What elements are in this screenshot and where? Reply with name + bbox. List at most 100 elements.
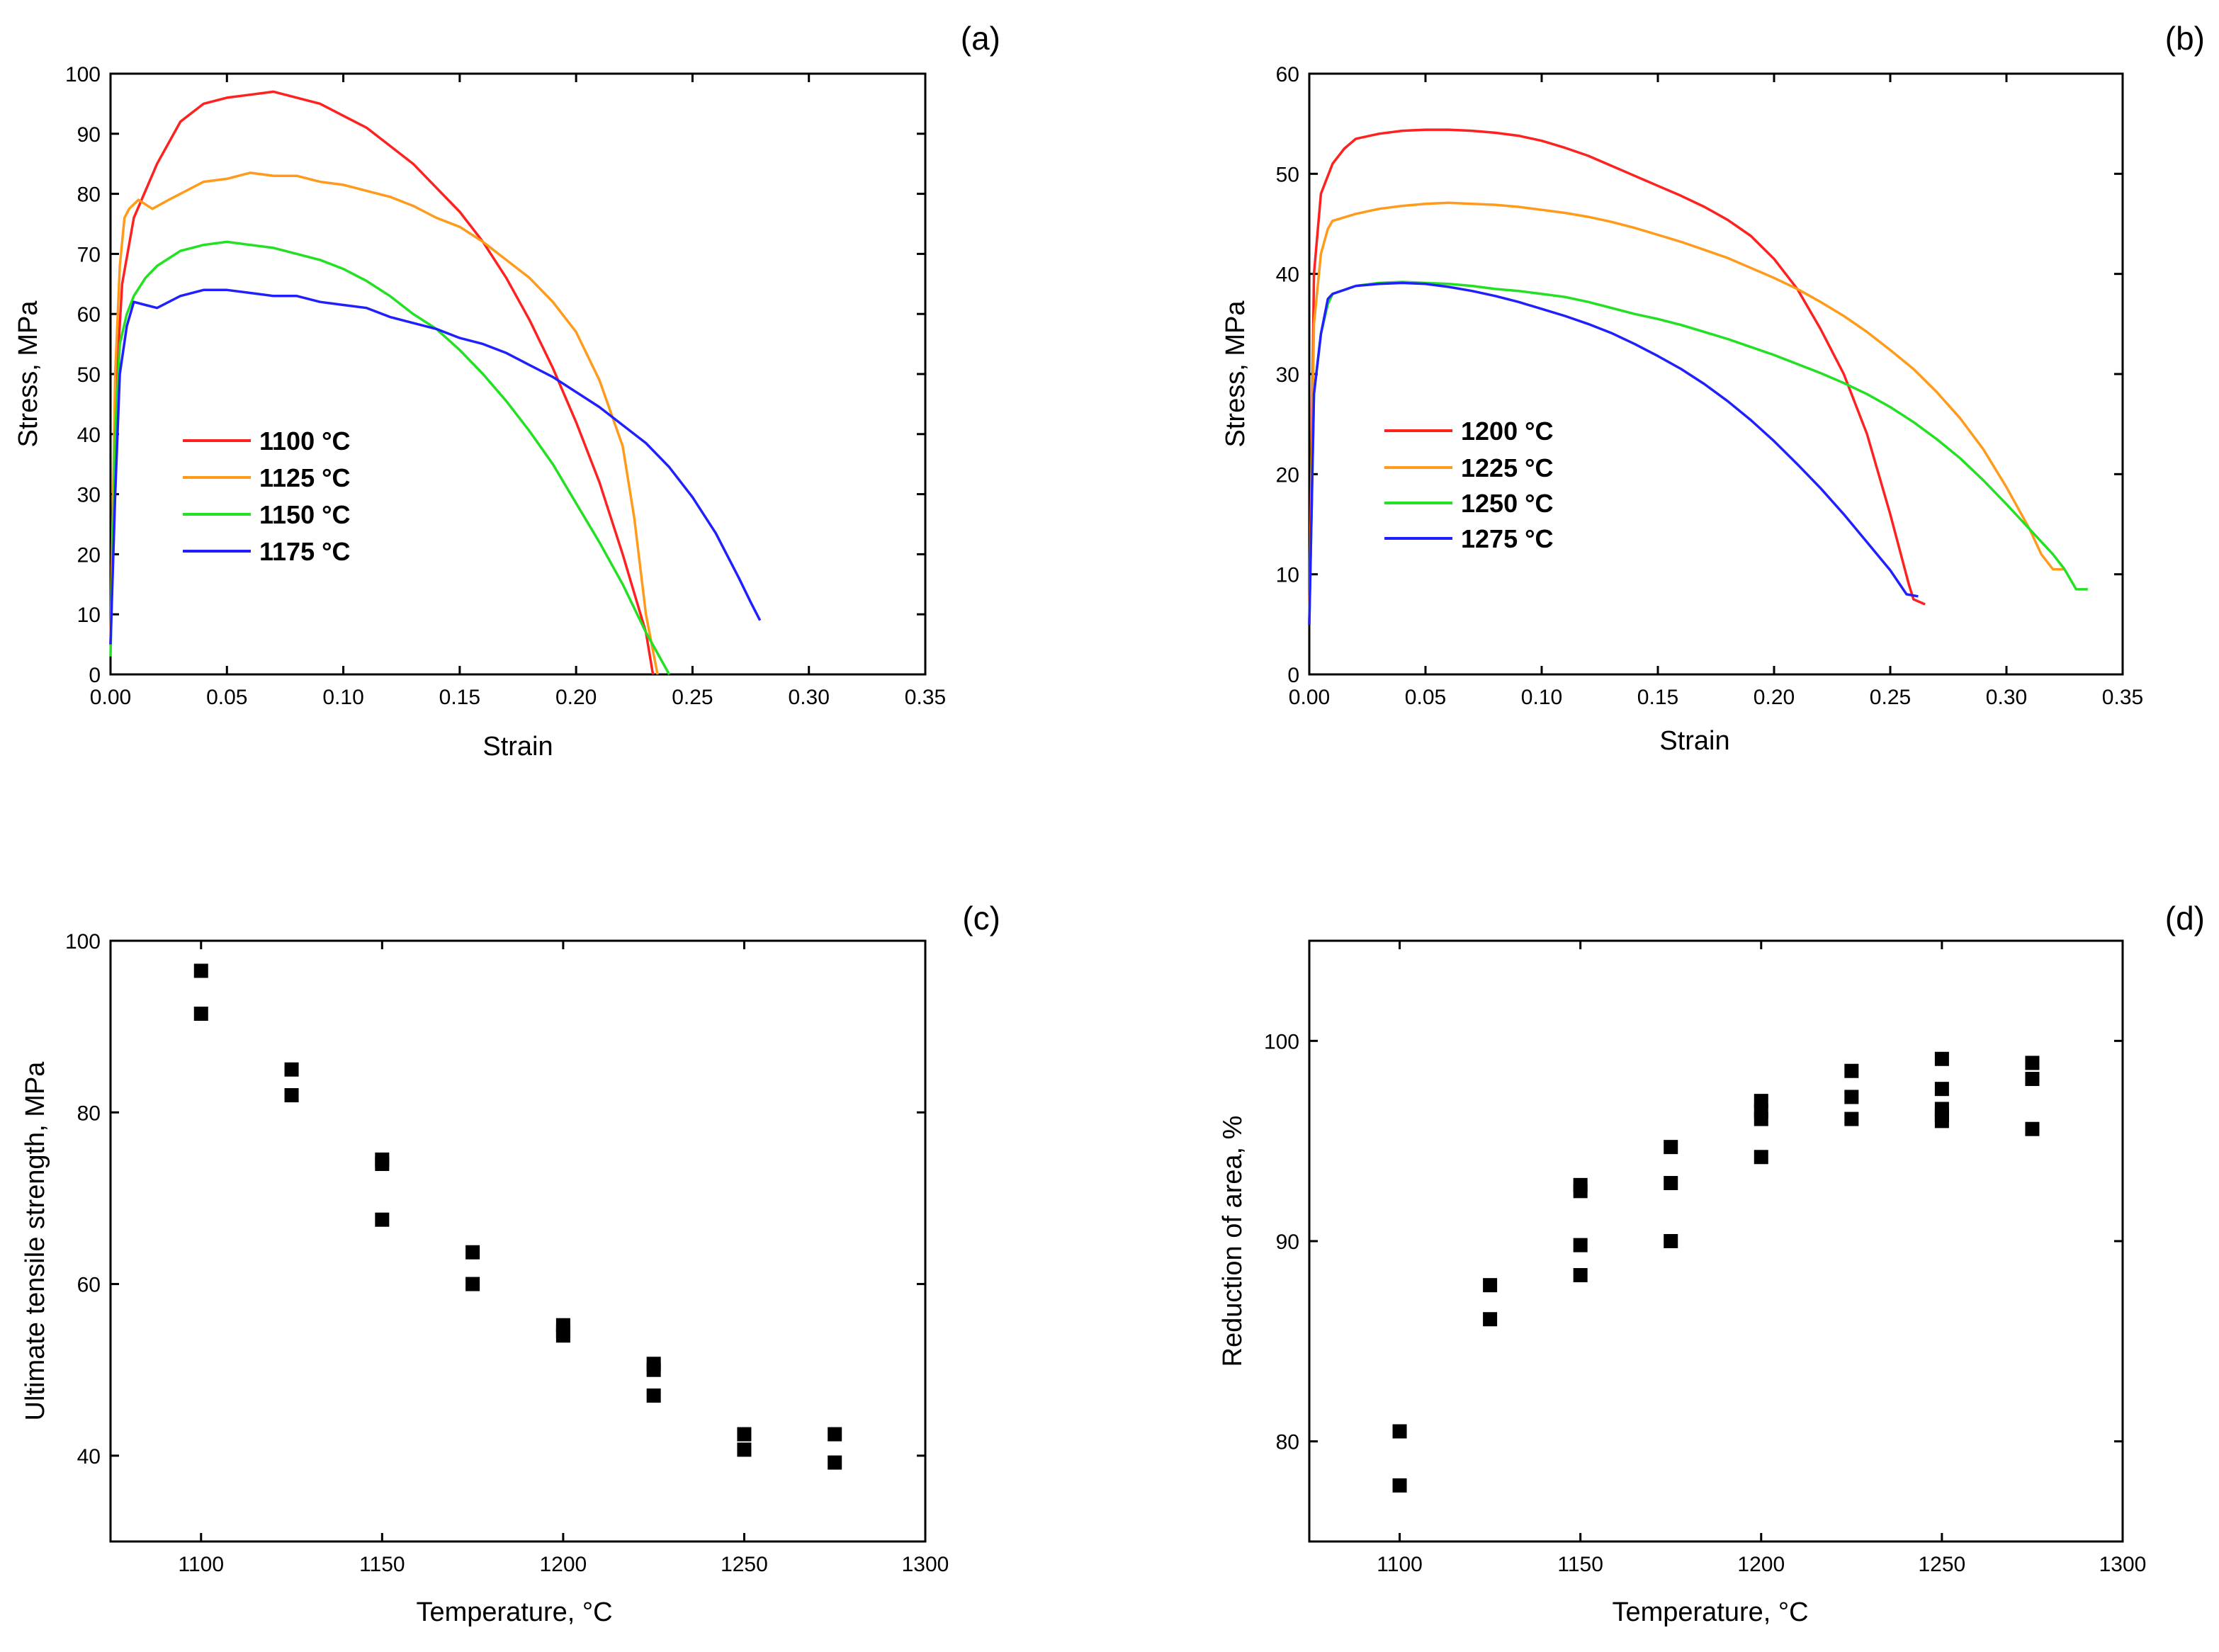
x-tick-label-b: 0.35	[2102, 686, 2143, 709]
series-line-b-3	[1308, 281, 1919, 625]
panel-a-legend: 1100 °C 1125 °C 1150 °C 1175 °C	[183, 426, 351, 566]
x-tick-label-d: 1200	[1737, 1553, 1785, 1576]
y-tick-label-d: 100	[1264, 1030, 1299, 1053]
series-line-b-1	[1308, 201, 2065, 625]
data-point-d-23	[2025, 1056, 2040, 1070]
y-tick-label-a: 40	[77, 424, 101, 447]
x-tick-label-a: 0.35	[905, 686, 946, 709]
data-point-d-19	[1934, 1082, 1949, 1097]
data-point-d-22	[1934, 1114, 1949, 1128]
panel-a: 0.00 0.05 0.10 0.15 0.20 0.25 0.30 0.35 0 10 20 30 4…	[13, 20, 1000, 762]
data-point-c-7	[465, 1245, 480, 1260]
x-tick-label-a: 0.30	[789, 686, 830, 709]
x-tick-label-b: 0.05	[1405, 686, 1446, 709]
data-point-d-18	[1934, 1051, 1949, 1066]
y-tick-label-b: 40	[1276, 264, 1299, 287]
data-point-c-6	[375, 1212, 390, 1227]
x-tick-label-c: 1200	[540, 1553, 587, 1576]
panel-b: 0.00 0.05 0.10 0.15 0.20 0.25 0.30 0.35 0 10 20 30 4…	[1221, 20, 2205, 756]
x-tick-label-b: 0.00	[1289, 686, 1330, 709]
y-tick-label-d: 90	[1276, 1230, 1299, 1254]
x-tick-label-a: 0.05	[206, 686, 247, 709]
data-point-d-0	[1392, 1424, 1407, 1439]
data-point-c-0	[193, 963, 208, 978]
y-tick-label-b: 60	[1276, 63, 1299, 86]
legend-b-label-2: 1250 °C	[1461, 489, 1553, 518]
x-tick-label-a: 0.00	[90, 686, 131, 709]
data-point-d-1	[1392, 1478, 1407, 1493]
panel-d-xlabel: Temperature, °C	[1612, 1597, 1808, 1627]
panel-b-legend: 1200 °C 1225 °C 1250 °C 1275 °C	[1384, 417, 1553, 553]
x-tick-label-c: 1150	[359, 1553, 405, 1576]
x-tick-label-a: 0.15	[439, 686, 480, 709]
panel-c-ylabel: Ultimate tensile strength, MPa	[21, 1061, 50, 1421]
x-tick-label-b: 0.10	[1521, 686, 1562, 709]
x-tick-label-c: 1100	[179, 1553, 225, 1576]
y-tick-label-c: 60	[77, 1274, 101, 1297]
data-point-c-8	[465, 1277, 480, 1291]
x-tick-label-a: 0.20	[555, 686, 597, 709]
y-tick-label-b: 50	[1276, 163, 1299, 186]
y-tick-label-a: 30	[77, 484, 101, 507]
data-point-d-14	[1754, 1150, 1768, 1165]
data-point-d-17	[1844, 1111, 1859, 1126]
x-tick-label-a: 0.25	[672, 686, 713, 709]
panel-a-tick-labels: 0.00 0.05 0.10 0.15 0.20 0.25 0.30 0.35 0 10 20 30 4…	[65, 63, 946, 709]
data-point-d-10	[1664, 1234, 1678, 1248]
panel-b-series	[1308, 128, 2088, 625]
panel-b-ylabel: Stress, MPa	[1221, 300, 1250, 448]
y-tick-label-a: 20	[77, 543, 101, 567]
data-point-c-1	[193, 1006, 208, 1021]
panel-c-label: (c)	[962, 900, 1000, 937]
y-tick-label-a: 60	[77, 303, 101, 327]
data-point-d-5	[1573, 1184, 1588, 1199]
panel-b-xlabel: Strain	[1659, 726, 1729, 756]
series-line-a-3	[109, 288, 762, 645]
panel-a-gridless-ticks	[109, 72, 927, 676]
data-point-d-3	[1483, 1312, 1498, 1327]
x-tick-label-b: 0.15	[1637, 686, 1678, 709]
y-tick-label-a: 70	[77, 243, 101, 266]
y-tick-label-b: 0	[1287, 664, 1299, 687]
panel-d-ylabel: Reduction of area, %	[1218, 1116, 1248, 1367]
data-point-d-7	[1573, 1268, 1588, 1283]
data-point-d-6	[1573, 1238, 1588, 1252]
series-line-b-0	[1308, 128, 1926, 625]
legend-a-label-0: 1100 °C	[259, 426, 351, 456]
y-tick-label-a: 80	[77, 183, 101, 207]
y-tick-label-b: 10	[1276, 564, 1299, 587]
data-point-d-2	[1483, 1278, 1498, 1293]
data-point-c-3	[284, 1088, 299, 1103]
panel-b-label: (b)	[2165, 20, 2205, 57]
legend-a-label-1: 1125 °C	[259, 463, 351, 492]
panel-a-ylabel: Stress, MPa	[13, 300, 43, 448]
legend-a-label-3: 1175 °C	[259, 537, 351, 566]
panel-d-tick-labels: 1100 1150 1200 1250 1300 80 90 100	[1264, 1030, 2146, 1576]
panel-b-tick-labels: 0.00 0.05 0.10 0.15 0.20 0.25 0.30 0.35 0 10 20 30 4…	[1276, 63, 2144, 709]
data-point-d-9	[1664, 1176, 1678, 1191]
legend-b-label-1: 1225 °C	[1461, 453, 1553, 482]
y-tick-label-b: 30	[1276, 363, 1299, 387]
panel-a-xlabel: Strain	[482, 732, 553, 762]
y-tick-label-c: 100	[65, 930, 101, 954]
data-point-d-8	[1664, 1140, 1678, 1155]
y-tick-label-c: 40	[77, 1445, 101, 1469]
x-tick-label-a: 0.10	[322, 686, 363, 709]
series-line-a-2	[109, 240, 671, 675]
x-tick-label-b: 0.30	[1986, 686, 2027, 709]
data-point-d-16	[1844, 1090, 1859, 1104]
data-point-d-25	[2025, 1121, 2040, 1136]
y-tick-label-a: 100	[65, 63, 101, 86]
x-tick-label-d: 1150	[1557, 1553, 1603, 1576]
panel-a-label: (a)	[961, 20, 1000, 57]
y-tick-label-a: 90	[77, 123, 101, 147]
data-point-d-13	[1754, 1111, 1768, 1126]
y-tick-label-a: 0	[89, 664, 101, 687]
y-tick-label-d: 80	[1276, 1431, 1299, 1454]
legend-a-label-2: 1150 °C	[259, 500, 351, 529]
panel-c-frame	[109, 939, 927, 1543]
data-point-c-15	[737, 1427, 752, 1442]
panel-d-ticks	[1309, 941, 2124, 1541]
panel-c: 1100 1150 1200 1250 1300 40 60 80 100 (c) Temper…	[21, 900, 1000, 1627]
legend-b-label-0: 1200 °C	[1461, 417, 1553, 446]
